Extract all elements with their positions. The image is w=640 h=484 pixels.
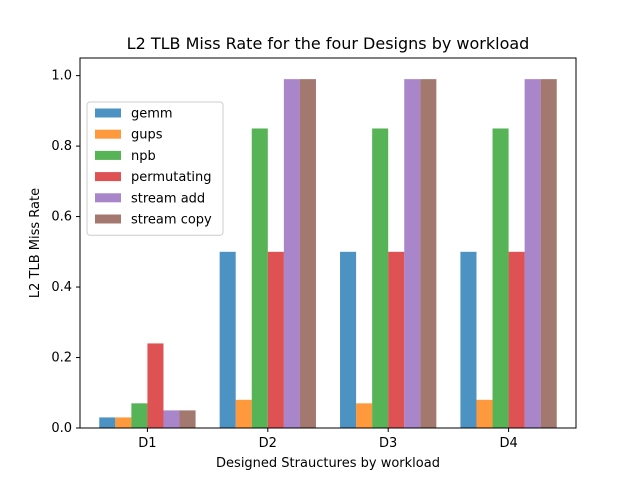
legend-label-npb: npb — [131, 149, 156, 164]
bar-stream-copy-D1 — [179, 410, 196, 428]
legend-swatch-stream-copy — [95, 214, 121, 224]
bar-gups-D2 — [235, 399, 252, 428]
bar-npb-D2 — [251, 128, 268, 429]
legend-swatch-npb — [95, 150, 121, 160]
bar-gemm-D1 — [99, 417, 116, 428]
y-tick-label: 0.2 — [51, 351, 72, 366]
legend-swatch-permutating — [95, 172, 121, 182]
bar-gemm-D4 — [460, 251, 477, 428]
legend-swatch-gemm — [95, 108, 121, 118]
bar-stream-add-D4 — [524, 79, 541, 428]
y-tick-label: 0.6 — [51, 210, 72, 225]
legend-label-gemm: gemm — [131, 107, 173, 122]
y-tick-label: 0.4 — [51, 280, 72, 295]
y-tick-label: 0.8 — [51, 139, 72, 154]
x-tick-label: D2 — [259, 436, 277, 451]
bar-npb-D3 — [372, 128, 389, 429]
legend-swatch-stream-add — [95, 193, 121, 203]
legend-label-gups: gups — [131, 128, 163, 143]
x-tick-label: D1 — [138, 436, 156, 451]
bar-gups-D3 — [356, 403, 373, 428]
bar-gups-D4 — [476, 399, 493, 428]
bar-permutating-D3 — [388, 251, 405, 428]
bar-stream-add-D2 — [283, 79, 300, 428]
legend-label-stream-add: stream add — [131, 191, 205, 206]
legend-label-stream-copy: stream copy — [131, 213, 212, 228]
bar-npb-D4 — [492, 128, 509, 429]
axes-group: 0.0 0.2 0.4 0.6 0.8 1.0 D1 D2 D3 D4 — [51, 57, 577, 451]
y-tick-label: 0.0 — [51, 421, 72, 436]
bar-stream-add-D1 — [163, 410, 180, 428]
legend: gemm gups npb permutating stream add stream c… — [86, 101, 224, 236]
x-tick-label: D4 — [499, 436, 517, 451]
bar-gups-D1 — [115, 417, 132, 428]
y-axis-label: L2 TLB Miss Rate — [28, 188, 43, 298]
legend-swatch-gups — [95, 129, 121, 139]
bar-stream-copy-D4 — [540, 79, 557, 428]
chart-title: L2 TLB Miss Rate for the four Designs by… — [127, 34, 530, 53]
bars-group — [99, 79, 557, 429]
bar-stream-copy-D2 — [299, 79, 316, 428]
x-axis-label: Designed Strauctures by workload — [216, 456, 440, 471]
bar-permutating-D2 — [267, 251, 284, 428]
y-tick-label: 1.0 — [51, 69, 72, 84]
plot-frame — [79, 57, 577, 429]
legend-label-permutating: permutating — [131, 170, 212, 185]
bar-stream-add-D3 — [404, 79, 421, 428]
bar-gemm-D3 — [340, 251, 357, 428]
bar-gemm-D2 — [219, 251, 236, 428]
bar-stream-copy-D3 — [420, 79, 437, 428]
x-tick-label: D3 — [379, 436, 397, 451]
bar-permutating-D4 — [508, 251, 525, 428]
bar-npb-D1 — [131, 403, 148, 428]
bar-permutating-D1 — [147, 343, 164, 428]
